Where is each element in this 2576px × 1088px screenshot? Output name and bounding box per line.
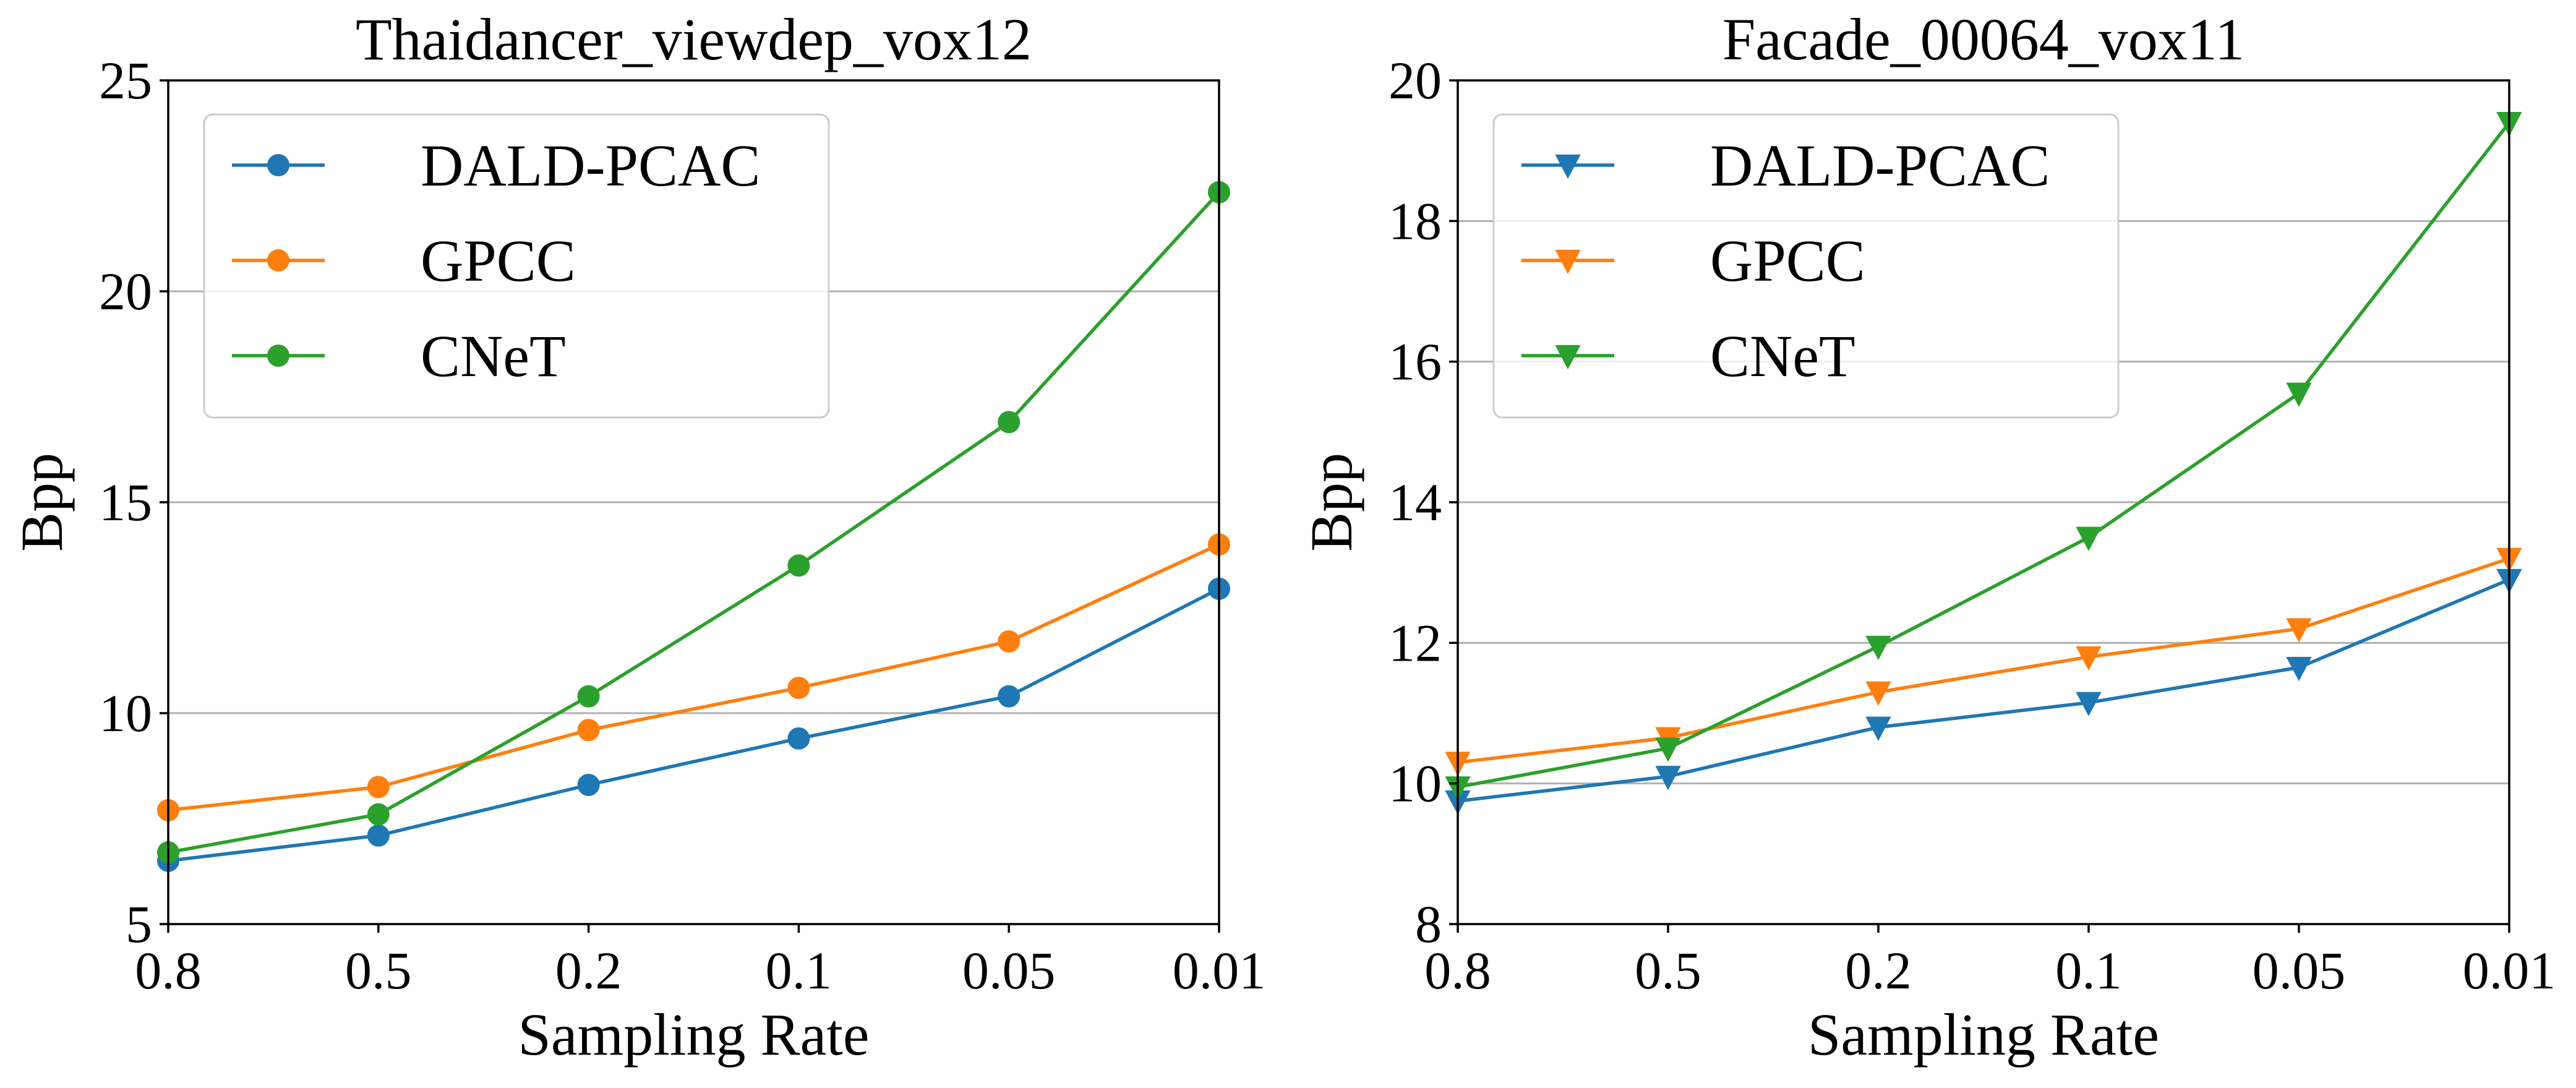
- legend-frame: [203, 113, 830, 419]
- series-line-cnet: [166, 190, 1221, 854]
- legend-item-cnet: CNeT: [232, 323, 566, 389]
- legend-label: GPCC: [421, 228, 576, 294]
- x-tick-label: 0.8: [135, 941, 202, 1000]
- data-point-dald-pcac: [1865, 716, 1891, 741]
- legend-marker: [1555, 154, 1581, 179]
- legend-marker: [1555, 249, 1581, 275]
- legend-marker: [267, 345, 289, 367]
- y-axis-label: Bpp: [9, 453, 75, 552]
- legend-item-cnet: CNeT: [1521, 323, 1855, 389]
- legend-frame: [1492, 113, 2120, 419]
- legend-item-gpcc: GPCC: [232, 228, 576, 294]
- chart-title: Facade_00064_vox11: [1722, 6, 2244, 72]
- legend-label: GPCC: [1710, 228, 1865, 294]
- data-point-gpcc: [998, 630, 1021, 653]
- data-point-dald-pcac: [787, 727, 810, 750]
- legend-marker: [267, 154, 289, 176]
- chart-title: Thaidancer_viewdep_vox12: [356, 6, 1032, 72]
- data-point-gpcc: [367, 776, 390, 799]
- y-tick-label: 10: [99, 683, 152, 743]
- data-point-cnet: [998, 411, 1021, 434]
- data-point-gpcc: [2286, 618, 2312, 643]
- legend-marker: [1555, 345, 1581, 370]
- data-point-cnet: [2076, 526, 2102, 551]
- x-tick-label: 0.5: [345, 941, 412, 1000]
- y-tick-label: 16: [1389, 332, 1442, 392]
- series-line-dald-pcac: [166, 587, 1221, 863]
- y-tick-label: 14: [1389, 473, 1442, 532]
- x-tick-label: 0.05: [962, 941, 1056, 1000]
- x-tick-label: 0.1: [2055, 941, 2122, 1000]
- y-tick-label: 20: [1389, 51, 1442, 110]
- x-tick-label: 0.2: [1845, 941, 1912, 1000]
- chart-facade: 8 10 12 14 16 18 20 0.8 0.5 0.2 0.1 0.05 0.01 Facade_…: [1298, 6, 2556, 1068]
- series-line-dald-pcac: [1456, 578, 2511, 803]
- y-tick-label: 10: [1389, 754, 1442, 813]
- data-point-cnet: [787, 554, 810, 577]
- data-point-dald-pcac: [2286, 656, 2312, 682]
- legend: DALD-PCAC GPCC CNeT: [203, 113, 830, 419]
- x-tick-label: 0.01: [1173, 941, 1266, 1000]
- y-tick-label: 20: [99, 262, 152, 321]
- x-axis-label: Sampling Rate: [1808, 1001, 2159, 1068]
- data-point-cnet: [367, 803, 390, 826]
- legend-label: DALD-PCAC: [421, 132, 760, 199]
- legend: DALD-PCAC GPCC CNeT: [1492, 113, 2120, 419]
- x-tick-label: 0.05: [2253, 941, 2346, 1000]
- y-tick-label: 8: [1415, 894, 1442, 954]
- series-line-gpcc: [1456, 557, 2511, 765]
- legend-item-dald-pcac: DALD-PCAC: [1521, 132, 2050, 199]
- chart-thaidancer: 5 10 15 20 25 0.8 0.5 0.2 0.1 0.05 0.01 Thaidancer_…: [9, 6, 1265, 1068]
- y-tick-label: 5: [126, 894, 152, 954]
- data-point-dald-pcac: [2076, 692, 2102, 717]
- legend-label: CNeT: [1710, 323, 1855, 389]
- legend-label: DALD-PCAC: [1710, 132, 2050, 199]
- data-point-dald-pcac: [577, 773, 600, 796]
- x-tick-label: 0.01: [2463, 941, 2556, 1000]
- data-point-gpcc: [787, 677, 810, 700]
- data-point-cnet: [2286, 382, 2312, 407]
- y-tick-label: 25: [99, 51, 152, 110]
- series-line-cnet: [1456, 121, 2511, 789]
- x-tick-label: 0.2: [555, 941, 622, 1000]
- data-point-dald-pcac: [1655, 766, 1681, 790]
- data-point-cnet: [1655, 737, 1681, 762]
- y-tick-label: 12: [1389, 613, 1442, 672]
- y-tick-label: 15: [99, 473, 152, 532]
- data-point-cnet: [577, 685, 600, 708]
- data-point-dald-pcac: [367, 824, 390, 847]
- x-axis-label: Sampling Rate: [518, 1001, 870, 1068]
- x-tick-label: 0.5: [1635, 941, 1701, 1000]
- data-point-gpcc: [577, 719, 600, 742]
- legend-label: CNeT: [421, 323, 566, 389]
- data-point-gpcc: [2076, 646, 2102, 671]
- legend-item-gpcc: GPCC: [1521, 228, 1865, 294]
- x-tick-label: 0.1: [766, 941, 832, 1000]
- data-point-cnet: [1865, 635, 1891, 661]
- legend-marker: [267, 249, 289, 272]
- legend-item-dald-pcac: DALD-PCAC: [232, 132, 760, 199]
- data-point-gpcc: [1865, 681, 1891, 706]
- data-point-dald-pcac: [998, 685, 1021, 708]
- y-axis-label: Bpp: [1298, 453, 1364, 552]
- x-tick-label: 0.8: [1424, 941, 1491, 1000]
- series-line-gpcc: [166, 542, 1221, 812]
- y-tick-label: 18: [1389, 191, 1442, 251]
